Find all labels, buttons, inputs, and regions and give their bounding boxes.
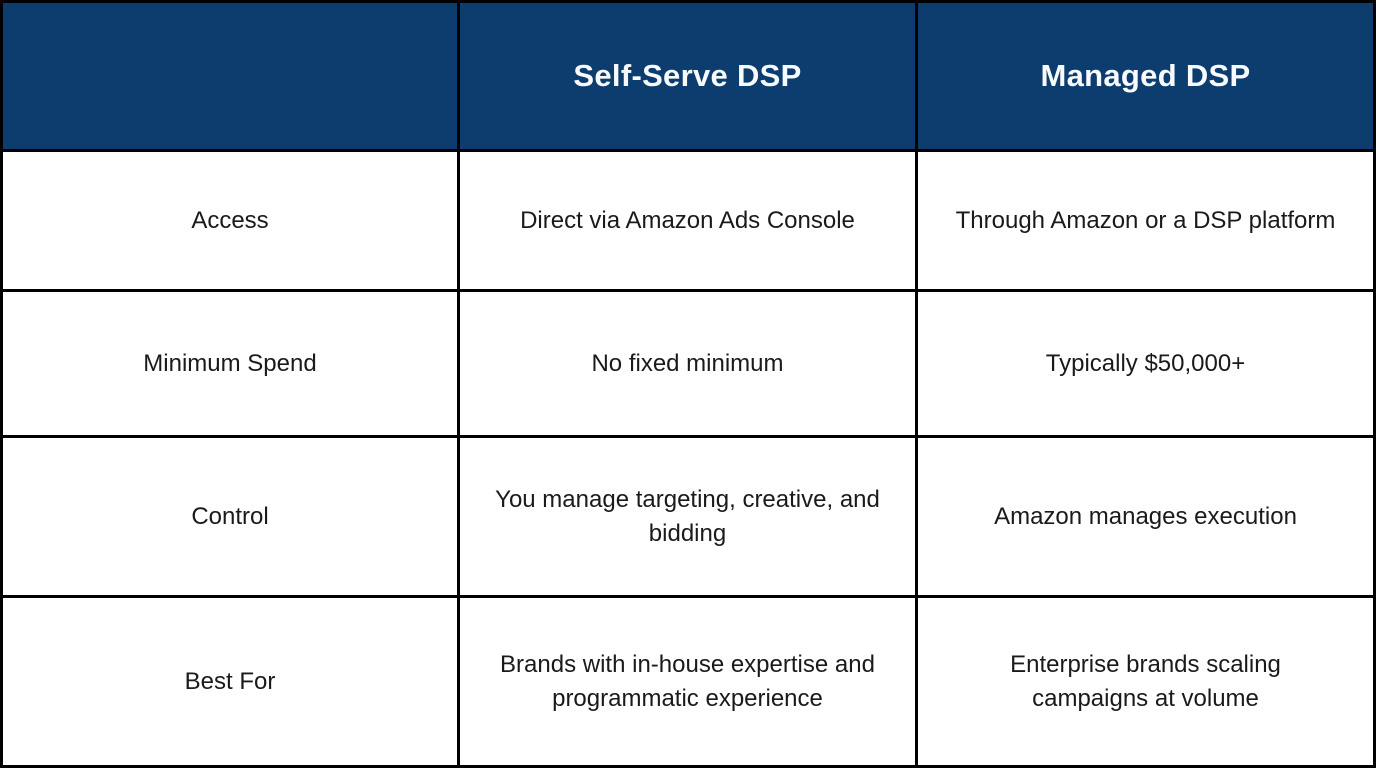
cell-best-for-managed: Enterprise brands scaling campaigns at v… (918, 598, 1373, 765)
cell-minimum-spend-managed: Typically $50,000+ (918, 292, 1373, 435)
cell-access-managed: Through Amazon or a DSP platform (918, 152, 1373, 289)
row-best-for-label: Best For (3, 598, 457, 765)
cell-best-for-self-serve: Brands with in-house expertise and progr… (460, 598, 915, 765)
cell-minimum-spend-self-serve: No fixed minimum (460, 292, 915, 435)
row-access-label: Access (3, 152, 457, 289)
cell-control-self-serve: You manage targeting, creative, and bidd… (460, 438, 915, 595)
header-self-serve-dsp: Self-Serve DSP (460, 3, 915, 149)
header-managed-dsp: Managed DSP (918, 3, 1373, 149)
row-minimum-spend-label: Minimum Spend (3, 292, 457, 435)
cell-control-managed: Amazon manages execution (918, 438, 1373, 595)
row-control-label: Control (3, 438, 457, 595)
cell-access-self-serve: Direct via Amazon Ads Console (460, 152, 915, 289)
header-corner-cell (3, 3, 457, 149)
